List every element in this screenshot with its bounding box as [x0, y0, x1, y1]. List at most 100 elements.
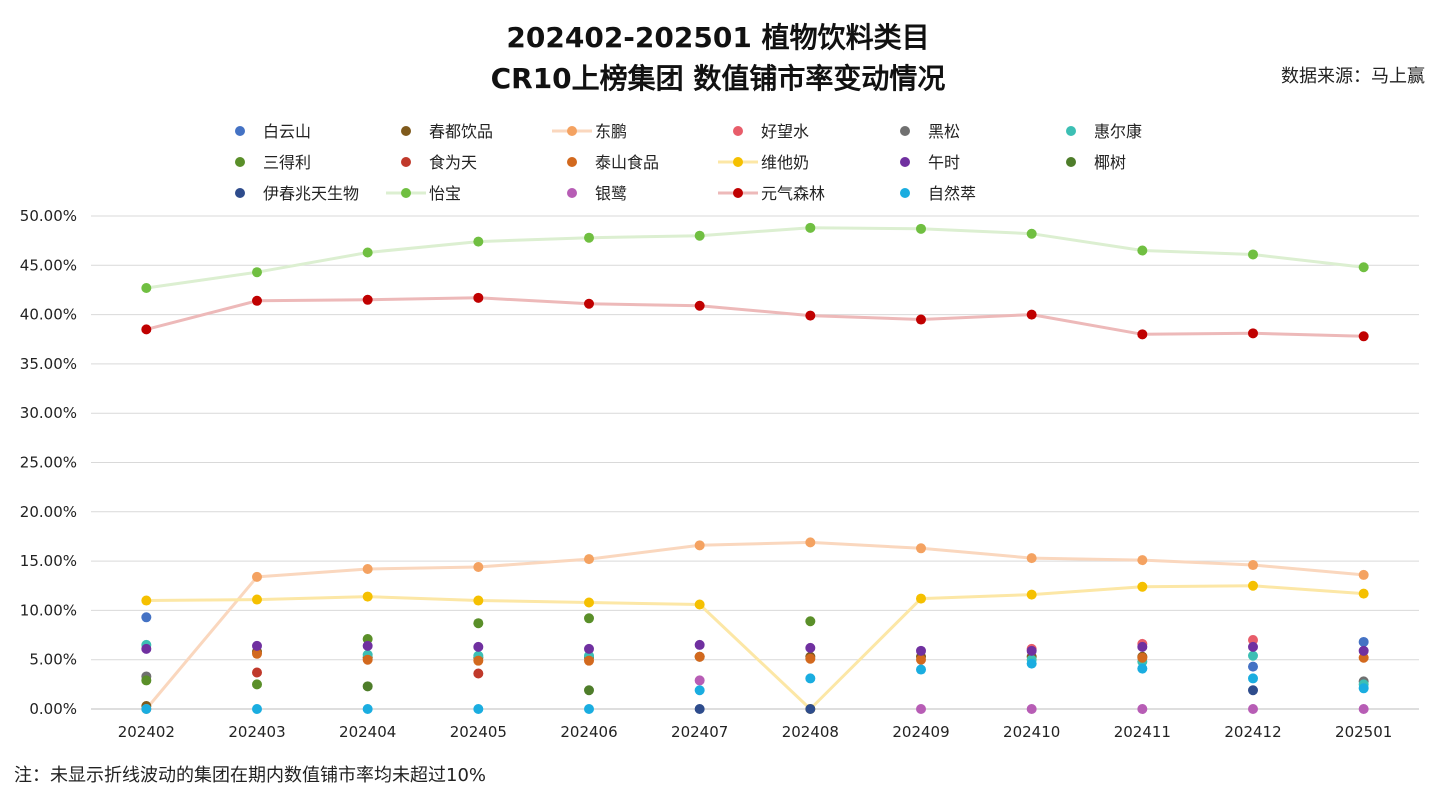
data-point: [916, 543, 926, 554]
data-point: [362, 633, 373, 644]
x-tick-label: 202405: [450, 723, 507, 741]
legend-label: 惠尔康: [1094, 122, 1142, 141]
data-point: [1137, 652, 1148, 663]
x-tick-label: 202501: [1335, 723, 1392, 741]
data-point: [473, 655, 484, 666]
data-point: [362, 294, 373, 305]
data-point: [694, 651, 705, 662]
legend-marker: [401, 126, 411, 136]
data-point: [805, 642, 816, 653]
data-point: [916, 664, 926, 675]
data-point: [473, 618, 484, 629]
legend-label: 元气森林: [761, 184, 825, 203]
data-point: [584, 704, 594, 714]
data-point: [1026, 553, 1037, 564]
data-point: [362, 640, 373, 651]
y-tick-label: 0.00%: [29, 700, 77, 718]
legend-item: 伊春兆天生物: [235, 184, 359, 203]
data-point: [362, 247, 373, 258]
legend-label: 食为天: [429, 153, 477, 172]
data-point: [1248, 661, 1258, 672]
data-point: [694, 300, 705, 311]
data-point: [362, 704, 373, 714]
legend-label: 椰树: [1094, 153, 1126, 172]
y-tick-label: 30.00%: [20, 404, 77, 422]
y-tick-label: 40.00%: [20, 306, 77, 324]
data-point: [473, 236, 484, 247]
x-tick-label: 202404: [339, 723, 396, 741]
data-point: [362, 681, 373, 692]
x-tick-label: 202410: [1003, 723, 1060, 741]
y-tick-label: 25.00%: [20, 454, 77, 472]
data-point: [1248, 328, 1258, 339]
legend-label: 三得利: [263, 153, 311, 172]
data-point: [1026, 589, 1037, 600]
data-point: [916, 223, 926, 234]
data-point: [1358, 704, 1369, 714]
legend-label: 白云山: [263, 122, 311, 141]
legend-label: 春都饮品: [429, 122, 493, 141]
data-point: [252, 267, 262, 278]
x-tick-label: 202402: [118, 723, 175, 741]
data-point: [473, 595, 484, 606]
legend-item: 三得利: [235, 153, 311, 172]
data-point: [1248, 580, 1258, 591]
legend-item: 春都饮品: [401, 122, 493, 141]
legend-label: 怡宝: [429, 184, 461, 203]
data-point: [252, 295, 262, 306]
y-tick-label: 10.00%: [20, 601, 77, 619]
legend-item: 元气森林: [718, 184, 825, 203]
legend-marker: [733, 126, 743, 136]
x-tick-label: 202408: [782, 723, 839, 741]
legend-item: 黑松: [900, 122, 960, 141]
legend-item: 自然萃: [900, 184, 976, 203]
data-point: [1137, 581, 1148, 592]
data-point: [1248, 560, 1258, 571]
data-point: [916, 654, 926, 665]
data-point: [362, 654, 373, 665]
data-point: [584, 597, 594, 608]
y-axis: 0.00% 5.00% 10.00% 15.00% 20.00% 25.00% 30.00%…: [20, 207, 77, 718]
legend-item: 椰树: [1066, 153, 1126, 172]
data-point: [1026, 309, 1037, 320]
data-point: [1248, 685, 1258, 696]
y-tick-label: 50.00%: [20, 207, 77, 225]
legend-label: 好望水: [761, 122, 809, 141]
data-point: [1358, 636, 1369, 647]
data-point: [252, 594, 262, 605]
data-point: [805, 222, 816, 233]
y-tick-label: 5.00%: [29, 651, 77, 669]
data-point: [805, 653, 816, 664]
data-point: [1137, 329, 1148, 340]
data-point: [473, 562, 484, 573]
legend-item: 银鹭: [567, 184, 627, 203]
data-point: [252, 704, 262, 714]
legend-marker: [235, 188, 245, 198]
data-point: [473, 668, 484, 679]
data-point: [1026, 228, 1037, 239]
data-point: [916, 314, 926, 325]
data-point: [1026, 645, 1037, 656]
data-point: [584, 613, 594, 624]
data-point: [584, 232, 594, 243]
data-point: [252, 679, 262, 690]
data-point: [805, 616, 816, 627]
data-point: [473, 704, 484, 714]
x-tick-label: 202412: [1224, 723, 1281, 741]
data-point: [694, 599, 705, 610]
x-tick-label: 202409: [892, 723, 949, 741]
data-point: [694, 639, 705, 650]
data-point: [473, 641, 484, 652]
data-point: [1248, 634, 1258, 645]
data-point: [584, 643, 594, 654]
data-point: [1358, 645, 1369, 656]
data-point: [584, 655, 594, 666]
data-point: [141, 704, 152, 714]
data-point: [694, 685, 705, 696]
legend-label: 银鹭: [595, 184, 627, 203]
y-tick-label: 35.00%: [20, 355, 77, 373]
data-point: [1358, 569, 1369, 580]
y-tick-label: 15.00%: [20, 552, 77, 570]
